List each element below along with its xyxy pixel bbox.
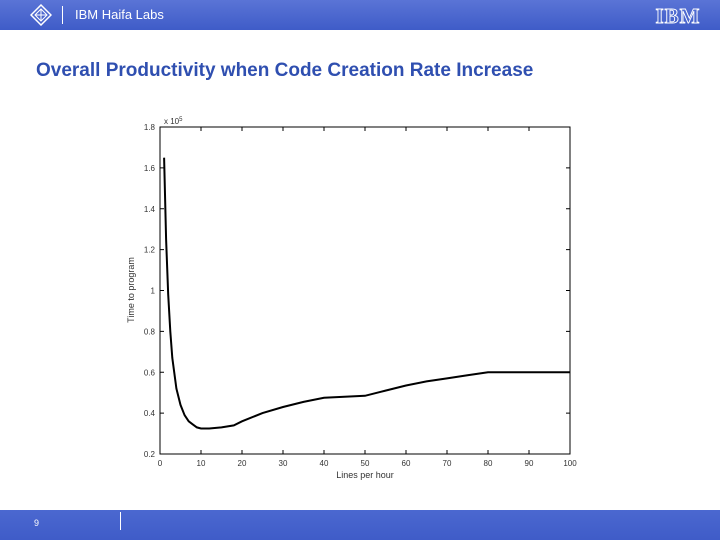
y-multiplier-label: x 105 [164, 117, 183, 126]
x-tick-label: 30 [279, 459, 288, 468]
diamond-logo-icon [30, 4, 52, 26]
x-tick-label: 50 [361, 459, 370, 468]
plot-area [159, 126, 571, 455]
x-tick-label: 70 [443, 459, 452, 468]
y-tick-label: 0.6 [144, 368, 156, 377]
slide-title: Overall Productivity when Code Creation … [36, 60, 534, 81]
x-axis-ticks: 0 10 20 30 40 50 60 70 80 90 100 [158, 127, 577, 468]
y-tick-label: 0.8 [144, 327, 156, 336]
x-tick-label: 100 [563, 459, 577, 468]
x-tick-label: 10 [197, 459, 206, 468]
y-tick-label: 1.6 [144, 164, 156, 173]
x-tick-label: 40 [320, 459, 329, 468]
y-tick-label: 1.2 [144, 246, 156, 255]
x-tick-label: 0 [158, 459, 163, 468]
y-tick-label: 0.2 [144, 450, 156, 459]
x-axis-label: Lines per hour [336, 470, 394, 480]
series-line [163, 157, 570, 430]
y-axis-ticks: 0.2 0.4 0.6 0.8 1 1.2 1.4 1.6 1.8 [144, 123, 570, 459]
x-tick-label: 90 [525, 459, 534, 468]
lab-name: IBM Haifa Labs [75, 7, 164, 22]
y-tick-label: 1 [151, 287, 156, 296]
header-divider [62, 6, 63, 24]
productivity-chart: 0 10 20 30 40 50 60 70 80 90 100 0.2 0.4 0.6 0.8 1 1.2 1… [126, 117, 577, 480]
x-tick-label: 60 [402, 459, 411, 468]
header-bar: IBM Haifa Labs IBM [0, 0, 720, 30]
footer-bar: 9 [0, 510, 720, 540]
x-tick-label: 20 [238, 459, 247, 468]
x-tick-label: 80 [484, 459, 493, 468]
y-axis-label: Time to program [126, 257, 136, 323]
page-number: 9 [34, 518, 40, 528]
y-tick-label: 1.4 [144, 205, 156, 214]
y-tick-label: 0.4 [144, 409, 156, 418]
ibm-logo-text: IBM [656, 4, 701, 26]
y-tick-label: 1.8 [144, 123, 156, 132]
ibm-logo: IBM [655, 4, 701, 26]
footer-divider [120, 512, 121, 530]
